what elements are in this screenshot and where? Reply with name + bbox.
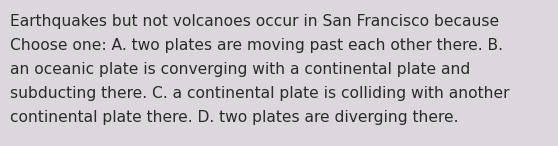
Text: continental plate there. D. two plates are diverging there.: continental plate there. D. two plates a… [10, 110, 459, 125]
Text: an oceanic plate is converging with a continental plate and: an oceanic plate is converging with a co… [10, 62, 470, 77]
Text: Earthquakes but not volcanoes occur in San Francisco because: Earthquakes but not volcanoes occur in S… [10, 14, 499, 29]
Text: subducting there. C. a continental plate is colliding with another: subducting there. C. a continental plate… [10, 86, 509, 101]
Text: Choose one: A. two plates are moving past each other there. B.: Choose one: A. two plates are moving pas… [10, 38, 503, 53]
